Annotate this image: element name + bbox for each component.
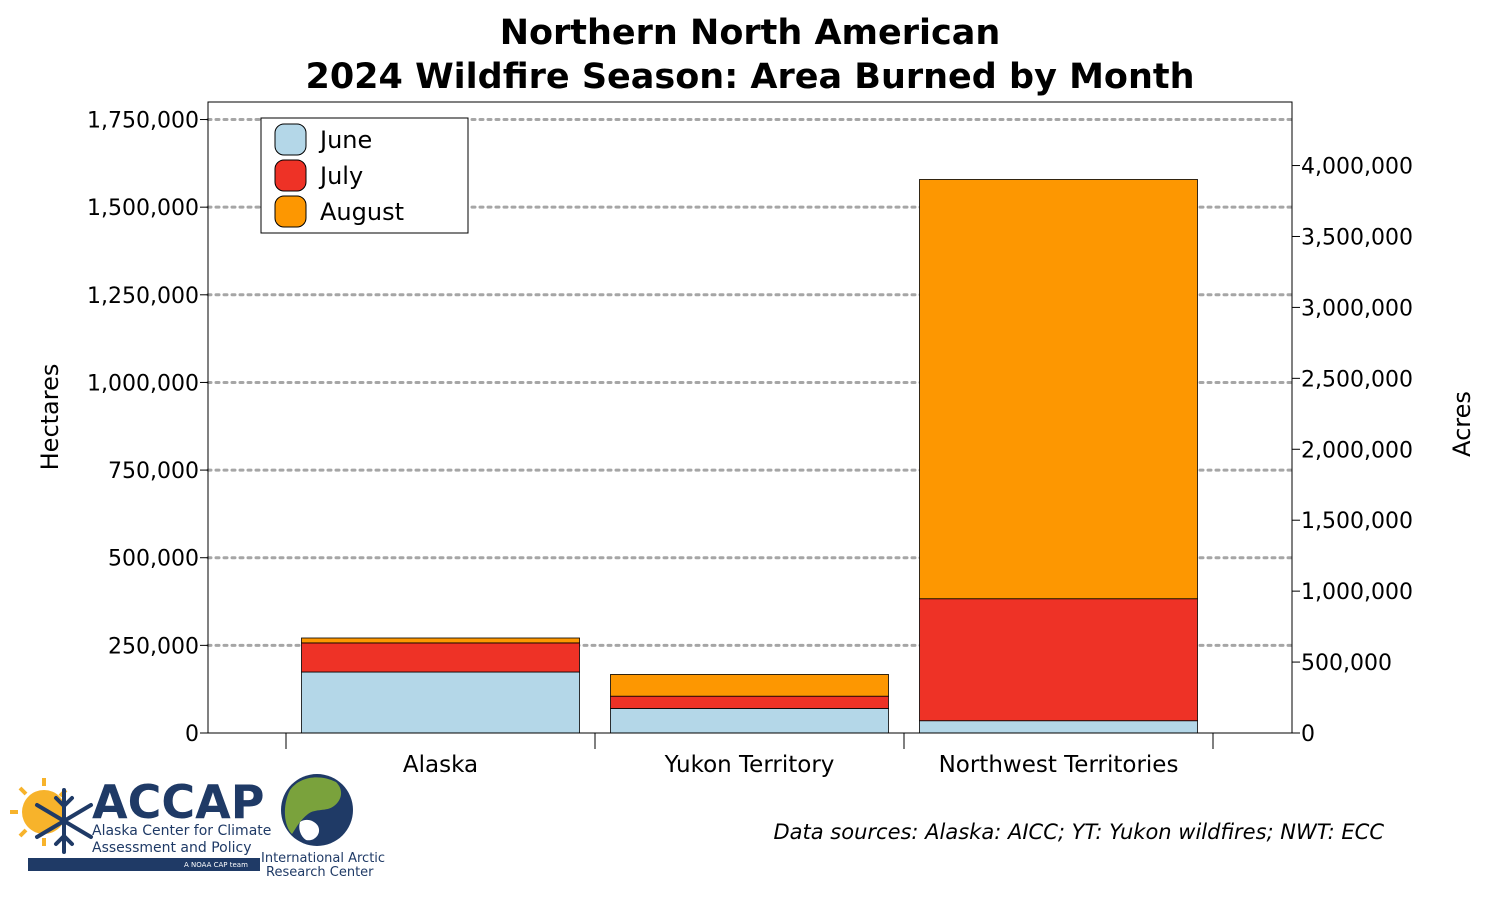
x-axis-ticks: Alaska Yukon Territory Northwest Territori… (285, 733, 1214, 778)
globe-icon (281, 774, 353, 846)
plot-frame (207, 101, 1293, 734)
bar-segment-june (919, 720, 1198, 734)
accap-tagline-bar (28, 858, 260, 871)
legend-label-june: June (318, 126, 372, 154)
bar-segment-june (610, 708, 889, 734)
bar-segment-august (610, 674, 889, 697)
y2-tick-label: 3,000,000 (1301, 296, 1413, 321)
y-tick-label: 1,500,000 (87, 196, 199, 221)
right-axis-ticks: 0 500,000 1,000,000 1,500,000 2,000,000 2,500… (1292, 155, 1413, 747)
legend-label-july: July (318, 162, 363, 190)
bar-segment-august (919, 179, 1198, 600)
iarc-line-2: Research Center (266, 865, 374, 880)
y2-tick-label: 4,000,000 (1301, 155, 1413, 180)
y-tick-label: 1,000,000 (87, 371, 199, 396)
y-tick-label: 1,250,000 (87, 284, 199, 309)
source-note: Data sources: Alaska: AICC; YT: Yukon wi… (773, 820, 1384, 844)
bar-segment-august (301, 637, 580, 644)
y2-tick-label: 500,000 (1301, 651, 1392, 676)
accap-line-2: Assessment and Policy (92, 840, 252, 856)
legend-swatch-july (274, 159, 307, 192)
accap-wordmark: ACCAP (92, 775, 264, 829)
y2-tick-label: 1,500,000 (1301, 509, 1413, 534)
y2-tick-label: 3,500,000 (1301, 225, 1413, 250)
y-tick-label: 750,000 (108, 459, 199, 484)
legend-swatch-august (274, 195, 307, 228)
iarc-line-1: International Arctic (261, 851, 385, 866)
chart-title-line-2: 2024 Wildfire Season: Area Burned by Mon… (305, 57, 1194, 97)
y2-tick-label: 1,000,000 (1301, 580, 1413, 605)
y-tick-label: 500,000 (108, 547, 199, 572)
bar-segment-july (919, 598, 1198, 722)
bar-segment-july (610, 695, 889, 709)
legend-swatch-june (274, 123, 307, 156)
bar-segment-june (301, 671, 580, 734)
left-axis-ticks: 0 250,000 500,000 750,000 1,000,000 1,250,000… (87, 109, 208, 747)
bar-segment-july (301, 642, 580, 673)
y2-tick-label: 0 (1301, 722, 1315, 747)
y2-axis-title: Acres (1448, 391, 1476, 457)
iarc-logo: International Arctic Research Center (261, 774, 385, 880)
y2-tick-label: 2,000,000 (1301, 438, 1413, 463)
accap-tagline: A NOAA CAP team (184, 861, 248, 869)
sun-snowflake-icon (10, 778, 93, 854)
bars (301, 179, 1198, 734)
legend-label-august: August (320, 198, 404, 226)
legend: June July August (260, 117, 469, 234)
y-tick-label: 1,750,000 (87, 109, 199, 134)
accap-logo: ACCAP Alaska Center for Climate Assessme… (10, 775, 271, 871)
y-axis-title: Hectares (36, 364, 64, 471)
accap-line-1: Alaska Center for Climate (92, 823, 271, 839)
x-tick-label: Northwest Territories (939, 752, 1179, 778)
y-tick-label: 0 (185, 722, 199, 747)
x-tick-label: Yukon Territory (664, 752, 835, 778)
chart-title-line-1: Northern North American (500, 13, 1001, 53)
y2-tick-label: 2,500,000 (1301, 367, 1413, 392)
x-tick-label: Alaska (403, 752, 478, 778)
y-tick-label: 250,000 (108, 634, 199, 659)
